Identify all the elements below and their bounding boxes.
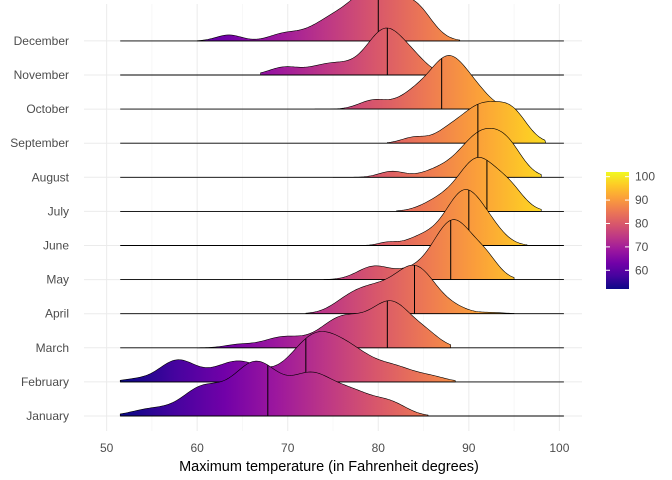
- x-tick-label: 70: [281, 441, 295, 455]
- ridge-area: [359, 189, 528, 246]
- y-tick-label: November: [14, 68, 69, 82]
- ridge-june: [120, 189, 564, 246]
- y-tick-label: July: [48, 204, 69, 218]
- y-tick-label: May: [46, 273, 69, 287]
- colorbar-tick-label: 70: [635, 240, 649, 254]
- ridge-area: [305, 264, 515, 314]
- ridge-april: [120, 264, 564, 315]
- ridge-area: [196, 0, 461, 42]
- ridge-area: [323, 219, 515, 280]
- y-axis-tick-labels: January February March April May June July Augu…: [10, 34, 69, 423]
- ridge-area: [314, 55, 515, 110]
- y-tick-label: January: [26, 409, 69, 423]
- y-tick-label: March: [36, 341, 69, 355]
- x-tick-label: 50: [100, 441, 114, 455]
- x-tick-label: 60: [191, 441, 205, 455]
- ridge-january: [119, 360, 564, 417]
- y-tick-label: June: [43, 239, 69, 253]
- x-axis-title: Maximum temperature (in Fahrenheit degre…: [179, 459, 479, 475]
- ridge-area: [119, 331, 456, 383]
- x-tick-label: 100: [549, 441, 569, 455]
- colorbar-tick-label: 90: [635, 193, 649, 207]
- colorbar-legend: 60 70 80 90 100: [606, 170, 655, 289]
- x-tick-label: 90: [462, 441, 476, 455]
- colorbar-tick-label: 80: [635, 216, 649, 230]
- ridge-february: [119, 331, 564, 383]
- y-tick-label: October: [26, 102, 69, 116]
- ridge-area: [396, 157, 542, 212]
- y-tick-label: February: [21, 375, 69, 389]
- ridges: [119, 0, 564, 417]
- ridge-july: [120, 157, 564, 212]
- colorbar-tick-label: 100: [635, 170, 655, 184]
- x-tick-label: 80: [372, 441, 386, 455]
- colorbar: [606, 172, 629, 289]
- y-tick-label: December: [14, 34, 69, 48]
- y-tick-label: September: [10, 136, 69, 150]
- ridge-may: [120, 219, 564, 281]
- ridge-area: [387, 101, 547, 144]
- colorbar-tick-label: 60: [635, 263, 649, 277]
- y-tick-label: April: [45, 307, 69, 321]
- x-axis-tick-labels: 50 60 70 80 90 100: [100, 441, 570, 455]
- ridge-december: [120, 0, 564, 42]
- ridge-area: [119, 360, 429, 417]
- y-tick-label: August: [32, 170, 70, 184]
